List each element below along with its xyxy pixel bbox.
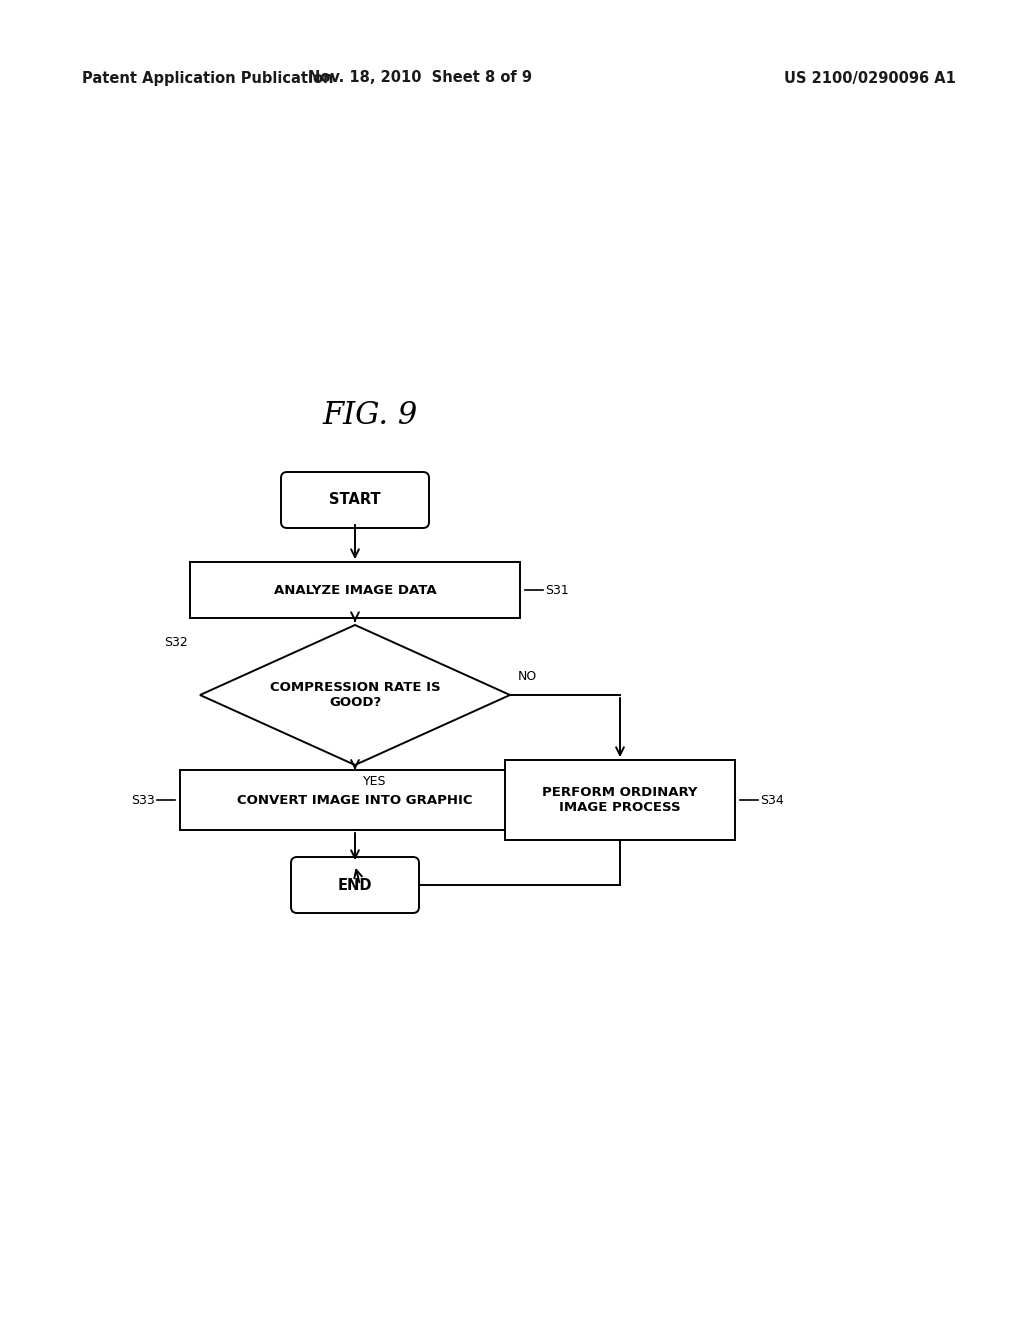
Text: ANALYZE IMAGE DATA: ANALYZE IMAGE DATA [273,583,436,597]
Text: S32: S32 [164,636,188,649]
Text: PERFORM ORDINARY
IMAGE PROCESS: PERFORM ORDINARY IMAGE PROCESS [543,785,697,814]
Text: END: END [338,878,373,892]
Bar [190,562,520,618]
FancyBboxPatch shape [291,857,419,913]
Bar [180,770,530,830]
Text: START: START [329,492,381,507]
Text: YES: YES [362,775,386,788]
Text: Nov. 18, 2010  Sheet 8 of 9: Nov. 18, 2010 Sheet 8 of 9 [308,70,532,86]
Text: US 2100/0290096 A1: US 2100/0290096 A1 [784,70,956,86]
Polygon shape [200,624,510,766]
Bar [505,760,735,840]
Text: CONVERT IMAGE INTO GRAPHIC: CONVERT IMAGE INTO GRAPHIC [238,793,473,807]
FancyBboxPatch shape [281,473,429,528]
Text: S33: S33 [131,793,155,807]
Text: COMPRESSION RATE IS
GOOD?: COMPRESSION RATE IS GOOD? [269,681,440,709]
Text: FIG. 9: FIG. 9 [323,400,418,430]
Text: S34: S34 [760,793,783,807]
Text: S31: S31 [545,583,568,597]
Text: Patent Application Publication: Patent Application Publication [82,70,334,86]
Text: NO: NO [518,671,538,682]
